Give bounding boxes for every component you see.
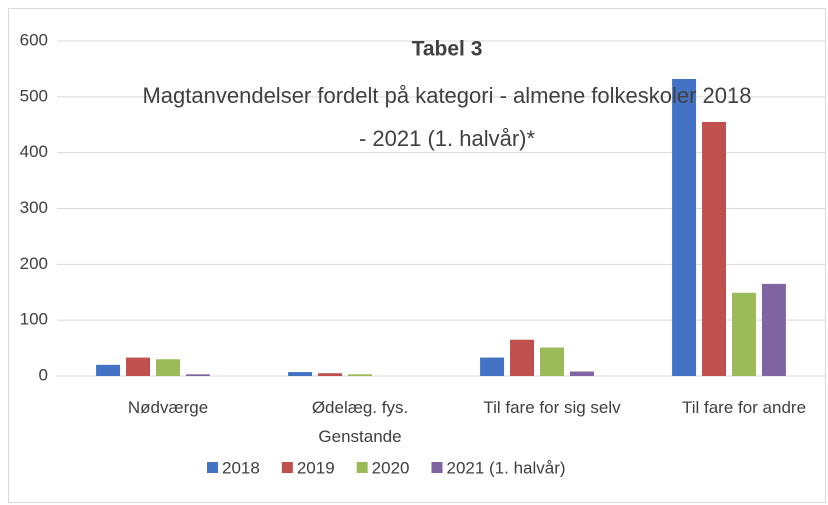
bar <box>731 292 756 376</box>
bar <box>347 374 372 376</box>
legend: 2018 2019 2020 2021 (1. halvår) <box>207 458 566 477</box>
legend-label: 2020 <box>372 458 410 477</box>
x-tick-label: Ødelæg. fys. Genstande <box>311 398 409 446</box>
x-tick-label: Til fare for andre <box>681 398 807 417</box>
bar <box>185 374 210 376</box>
y-tick-label: 0 <box>39 365 48 384</box>
y-tick-label: 600 <box>20 30 48 49</box>
legend-label: 2018 <box>222 458 260 477</box>
y-tick-label: 300 <box>20 198 48 217</box>
y-tick-label: 500 <box>20 86 48 105</box>
bar <box>702 121 727 376</box>
y-tick-label: 100 <box>20 310 48 329</box>
legend-label: 2019 <box>297 458 335 477</box>
bar <box>155 359 180 376</box>
legend-swatch <box>356 462 368 473</box>
y-tick-label: 400 <box>20 142 48 161</box>
bar <box>126 357 151 376</box>
grid <box>57 40 825 377</box>
bar <box>761 283 786 376</box>
x-tick-label: Nødværge <box>127 398 209 417</box>
x-tick-label: Til fare for sig selv <box>483 398 621 417</box>
bar <box>510 339 535 376</box>
bar <box>96 364 121 376</box>
legend-swatch <box>281 462 293 473</box>
legend-swatch <box>431 462 443 473</box>
bar <box>569 371 594 376</box>
bar <box>288 372 313 376</box>
bars <box>96 78 786 376</box>
bar <box>539 347 564 376</box>
y-tick-label: 200 <box>20 254 48 273</box>
chart-subtitle: Magtanvendelser fordelt på kategori - al… <box>142 83 752 151</box>
bar <box>672 78 697 376</box>
bar <box>318 373 343 376</box>
bar <box>480 357 505 376</box>
chart-title: Tabel 3 <box>412 38 483 61</box>
legend-swatch <box>207 462 218 473</box>
legend-label: 2021 (1. halvår) <box>446 458 565 477</box>
